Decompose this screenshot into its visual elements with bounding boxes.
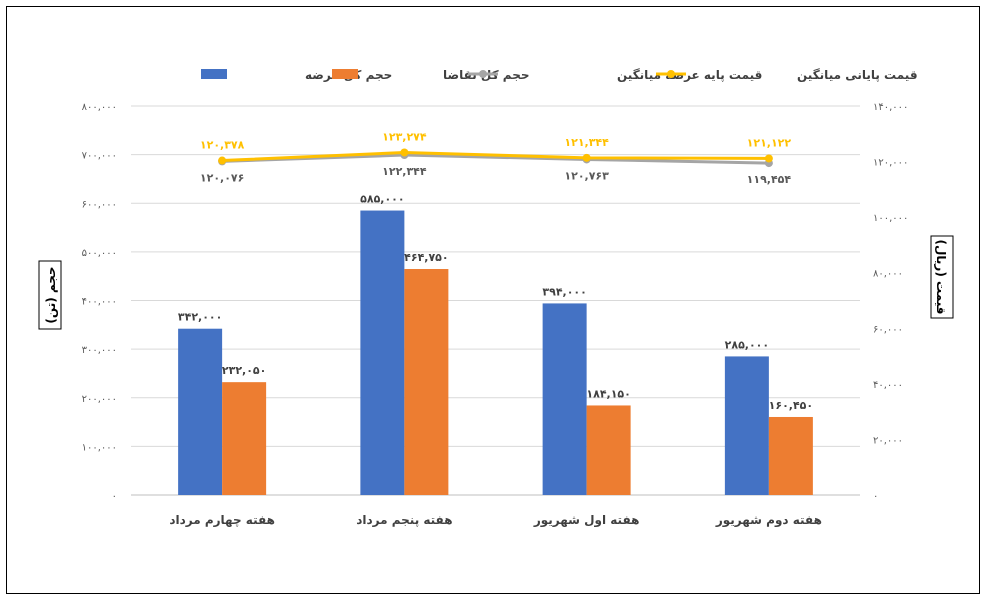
bar-data-label: ۳۴۲,۰۰۰ bbox=[178, 311, 222, 324]
y2-tick-label: ۴۰,۰۰۰ bbox=[873, 380, 903, 391]
line-data-label: ۱۱۹,۴۵۴ bbox=[747, 173, 792, 186]
y-tick-label: ۶۰۰,۰۰۰ bbox=[82, 199, 117, 210]
lines bbox=[218, 148, 773, 168]
x-category-label: هفته دوم شهریور bbox=[715, 513, 822, 528]
bar bbox=[724, 356, 769, 495]
y2-axis-title: قیمت (ریال) bbox=[930, 235, 954, 319]
legend-swatch bbox=[332, 69, 358, 79]
y-tick-label: ۰ bbox=[112, 491, 117, 502]
data-labels: ۳۴۲,۰۰۰ ۵۸۵,۰۰۰ ۳۹۴,۰۰۰ ۲۸۵,۰۰۰ ۲۳۲,۰۵۰ ۴۶۴,۷… bbox=[178, 130, 813, 412]
bar bbox=[768, 416, 813, 495]
y2-tick-label: ۱۲۰,۰۰۰ bbox=[873, 158, 908, 169]
y2-tick-label: ۱۰۰,۰۰۰ bbox=[873, 213, 908, 224]
bar bbox=[222, 382, 267, 495]
series-line bbox=[222, 150, 769, 163]
y-tick-label: ۵۰۰,۰۰۰ bbox=[82, 248, 117, 259]
line-data-label: ۱۲۳,۲۷۴ bbox=[382, 130, 427, 143]
bar-data-label: ۴۶۴,۷۵۰ bbox=[404, 251, 448, 264]
bars bbox=[178, 210, 813, 495]
y-axis-title: حجم (تن) bbox=[38, 260, 62, 330]
bar-data-label: ۲۳۲,۰۵۰ bbox=[222, 364, 266, 377]
y2-axis-title-box bbox=[930, 235, 954, 319]
bar-data-label: ۵۸۵,۰۰۰ bbox=[360, 193, 404, 206]
y-tick-label: ۴۰۰,۰۰۰ bbox=[82, 297, 117, 308]
line-data-label: ۱۲۲,۳۴۴ bbox=[382, 165, 427, 178]
y-tick-label: ۲۰۰,۰۰۰ bbox=[82, 394, 117, 405]
bar-data-label: ۱۸۴,۱۵۰ bbox=[586, 387, 630, 400]
y-tick-label: ۷۰۰,۰۰۰ bbox=[82, 151, 117, 162]
bar-data-label: ۲۸۵,۰۰۰ bbox=[725, 338, 769, 351]
legend-marker bbox=[479, 70, 487, 78]
bar-data-label: ۳۹۴,۰۰۰ bbox=[542, 285, 586, 298]
y-tick-label: ۳۰۰,۰۰۰ bbox=[82, 345, 117, 356]
y-tick-label: ۱۰۰,۰۰۰ bbox=[82, 442, 117, 453]
line-point bbox=[400, 148, 409, 157]
legend-label: قیمت پایانی میانگین bbox=[797, 68, 918, 82]
y2-tick-label: ۱۴۰,۰۰۰ bbox=[873, 102, 908, 113]
y2-tick-label: ۰ bbox=[873, 491, 878, 502]
line-data-label: ۱۲۰,۰۷۶ bbox=[200, 171, 244, 184]
legend-marker bbox=[667, 70, 675, 78]
y2-axis-title-text: قیمت (ریال) bbox=[934, 240, 948, 315]
combo-chart: ۳۴۲,۰۰۰ ۵۸۵,۰۰۰ ۳۹۴,۰۰۰ ۲۸۵,۰۰۰ ۲۳۲,۰۵۰ ۴۶۴,۷… bbox=[38, 68, 954, 528]
line-data-label: ۱۲۱,۳۴۴ bbox=[564, 136, 609, 149]
bar bbox=[542, 303, 587, 495]
x-category-label: هفته پنجم مرداد bbox=[356, 513, 452, 527]
y-axis-title-box bbox=[38, 260, 62, 330]
bar bbox=[586, 405, 631, 495]
line-point bbox=[582, 153, 591, 162]
line-data-label: ۱۲۰,۳۷۸ bbox=[200, 139, 245, 152]
y-axis-title-text: حجم (تن) bbox=[44, 266, 58, 323]
bar bbox=[178, 328, 223, 495]
line-data-label: ۱۲۱,۱۲۲ bbox=[747, 136, 792, 149]
y2-tick-label: ۲۰,۰۰۰ bbox=[873, 435, 903, 446]
bar bbox=[404, 269, 449, 495]
line-point bbox=[218, 156, 227, 165]
series-line bbox=[222, 153, 769, 165]
y-tick-label: ۸۰۰,۰۰۰ bbox=[82, 102, 117, 113]
bar bbox=[360, 210, 405, 495]
y2-tick-label: ۸۰,۰۰۰ bbox=[873, 269, 903, 280]
y2-tick-label: ۶۰,۰۰۰ bbox=[873, 324, 903, 335]
line-data-label: ۱۲۰,۷۶۳ bbox=[564, 169, 609, 182]
chart-frame: ۳۴۲,۰۰۰ ۵۸۵,۰۰۰ ۳۹۴,۰۰۰ ۲۸۵,۰۰۰ ۲۳۲,۰۵۰ ۴۶۴,۷… bbox=[6, 6, 980, 594]
x-category-label: هفته چهارم مرداد bbox=[169, 513, 275, 528]
line-point bbox=[764, 154, 773, 163]
bar-data-label: ۱۶۰,۴۵۰ bbox=[769, 399, 813, 412]
axes: ۰ ۱۰۰,۰۰۰ ۲۰۰,۰۰۰ ۳۰۰,۰۰۰ ۴۰۰,۰۰۰ ۵۰۰,۰۰۰ ۶۰۰,… bbox=[38, 102, 954, 528]
legend-label: قیمت پایه عرضه میانگین bbox=[617, 68, 762, 82]
legend-swatch bbox=[201, 69, 227, 79]
x-category-label: هفته اول شهریور bbox=[533, 513, 640, 528]
